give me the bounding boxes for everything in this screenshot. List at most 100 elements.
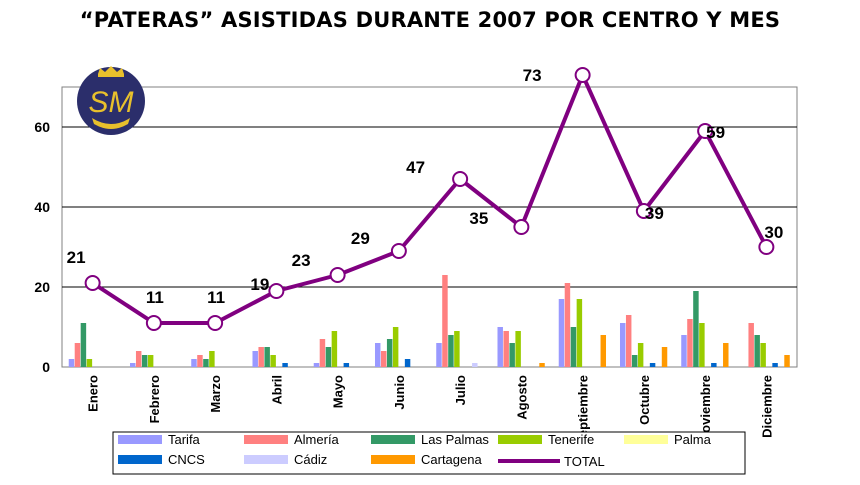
- x-tick-label: Noviembre: [698, 375, 713, 442]
- bar: [631, 355, 638, 367]
- x-tick-label: Diciembre: [759, 375, 774, 438]
- legend-swatch: [244, 455, 288, 464]
- total-point: [697, 123, 714, 139]
- bar: [380, 351, 387, 367]
- total-point: [268, 283, 285, 299]
- total-data-label: 11: [207, 288, 225, 307]
- legend-label: TOTAL: [564, 454, 605, 469]
- bar: [509, 343, 515, 367]
- x-tick-label: Abril: [269, 375, 284, 405]
- x-tick-label: Mayo: [331, 375, 346, 408]
- legend-label: Cartagena: [421, 452, 482, 467]
- legend-swatch: [371, 455, 415, 464]
- bar: [448, 335, 454, 367]
- bar: [558, 299, 565, 367]
- bar: [539, 363, 545, 367]
- total-point: [758, 239, 775, 255]
- bar: [191, 359, 197, 367]
- y-tick-label: 60: [34, 119, 50, 135]
- bar: [203, 359, 209, 367]
- bar: [319, 339, 326, 367]
- total-point: [84, 275, 101, 291]
- bar: [129, 363, 136, 367]
- total-data-label: 30: [764, 223, 783, 242]
- series-cncs: [282, 359, 778, 367]
- bar: [772, 363, 778, 367]
- bar: [74, 343, 81, 367]
- legend-swatch: [118, 455, 162, 464]
- bar: [331, 331, 338, 367]
- bar: [637, 343, 644, 367]
- bar-series: [68, 275, 790, 367]
- bar: [313, 363, 320, 367]
- x-tick-label: Julio: [453, 375, 468, 405]
- legend-item: Cádiz: [244, 452, 327, 467]
- legend-item: Palma: [624, 432, 712, 447]
- total-data-label: 21: [67, 248, 86, 267]
- series-las-palmas: [80, 291, 760, 367]
- y-tick-label: 40: [34, 199, 50, 215]
- legend-item: Almería: [244, 432, 340, 447]
- total-data-label: 47: [406, 158, 425, 177]
- bar: [258, 347, 264, 367]
- total-point: [574, 67, 591, 83]
- salvamento-maritimo-logo: SM: [77, 66, 145, 135]
- total-data-label: 19: [250, 275, 269, 294]
- bar: [270, 355, 276, 367]
- series-tenerife: [86, 299, 766, 367]
- legend-label: Cádiz: [294, 452, 327, 467]
- bar: [687, 319, 693, 367]
- series-almer-a: [74, 275, 754, 367]
- x-tick-label: Enero: [86, 375, 101, 412]
- total-data-label: 29: [351, 229, 370, 248]
- bar: [197, 355, 203, 367]
- legend-label: CNCS: [168, 452, 205, 467]
- bar: [570, 327, 577, 367]
- bar: [748, 323, 754, 367]
- x-tick-label: Febrero: [147, 375, 162, 423]
- legend-swatch: [624, 435, 668, 444]
- x-tick-label: Agosto: [514, 375, 529, 420]
- logo-monogram: SM: [89, 86, 134, 119]
- legend-label: Tarifa: [168, 432, 201, 447]
- legend: Tarifa Almería Las Palmas Tenerife Palma CNCS…: [118, 432, 712, 469]
- series-tarifa: [68, 299, 687, 367]
- bar: [454, 331, 460, 367]
- total-line-series: [84, 67, 775, 331]
- total-point: [513, 219, 530, 235]
- bar: [264, 347, 270, 367]
- chart-title: “PATERAS” ASISTIDAS DURANTE 2007 POR CEN…: [79, 8, 781, 32]
- bar: [723, 343, 729, 367]
- bar: [600, 335, 607, 367]
- x-tick-label: Octubre: [637, 375, 652, 425]
- bar: [754, 335, 760, 367]
- bar: [86, 359, 93, 367]
- y-tick-label: 20: [34, 279, 50, 295]
- legend-label: Tenerife: [548, 432, 594, 447]
- bar: [693, 291, 699, 367]
- legend-label: Almería: [294, 432, 340, 447]
- total-point: [390, 243, 407, 259]
- total-data-label: 23: [292, 251, 311, 270]
- bar: [699, 323, 705, 367]
- bar: [135, 351, 142, 367]
- x-tick-label: Marzo: [208, 375, 223, 413]
- total-point: [329, 267, 346, 283]
- bar: [442, 275, 448, 367]
- bar: [784, 355, 790, 367]
- bar: [404, 359, 411, 367]
- bar: [436, 343, 442, 367]
- total-data-label: 39: [645, 204, 664, 223]
- x-tick-label: Junio: [392, 375, 407, 410]
- total-data-label: 59: [706, 123, 725, 142]
- total-point: [207, 315, 224, 331]
- bar: [147, 355, 154, 367]
- bar: [80, 323, 87, 367]
- plot-area: [61, 86, 798, 368]
- total-point: [452, 171, 469, 187]
- legend-swatch: [118, 435, 162, 444]
- bar: [472, 363, 478, 367]
- bar: [576, 299, 583, 367]
- legend-label: Palma: [674, 432, 712, 447]
